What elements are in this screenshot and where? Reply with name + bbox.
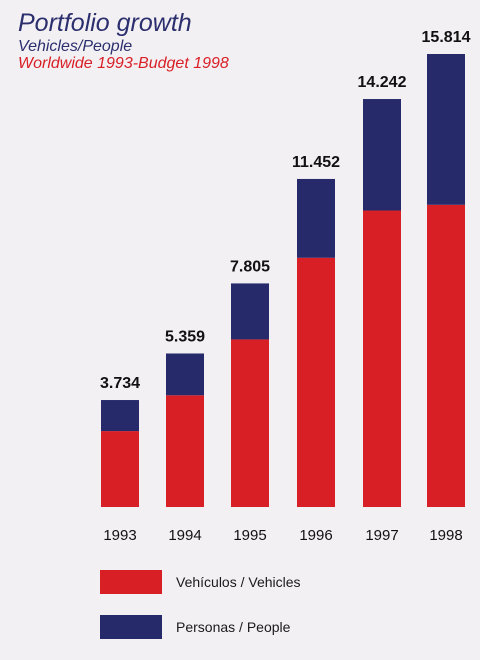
- bar-vehicles-1993: [101, 431, 139, 507]
- total-label-1996: 11.452: [292, 154, 340, 171]
- total-label-1993: 3.734: [100, 375, 140, 392]
- legend-label-vehicles: Vehículos / Vehicles: [176, 574, 301, 590]
- bar-people-1995: [231, 283, 269, 340]
- bar-chart: 3.734 1993 5.359 1994 7.805 1995 11.452 1996 14.…: [100, 29, 471, 544]
- bar-people-1993: [101, 400, 139, 432]
- legend-swatch-people: [100, 615, 162, 639]
- x-tick-label-1997: 1997: [365, 527, 398, 544]
- bar-vehicles-1996: [297, 257, 335, 507]
- total-label-1997: 14.242: [358, 74, 407, 91]
- x-tick-label-1993: 1993: [103, 527, 136, 544]
- chart-subtitle-line-1: Vehicles/People: [18, 38, 133, 55]
- chart-title: Portfolio growth: [18, 9, 192, 37]
- legend-label-people: Personas / People: [176, 619, 291, 635]
- x-tick-label-1996: 1996: [299, 527, 332, 544]
- bar-people-1996: [297, 178, 335, 258]
- legend-item-people: Personas / People: [100, 615, 301, 639]
- legend-swatch-vehicles: [100, 570, 162, 594]
- bar-people-1994: [166, 353, 204, 396]
- bar-people-1998: [427, 54, 465, 205]
- x-tick-label-1995: 1995: [233, 527, 266, 544]
- bar-vehicles-1997: [363, 210, 401, 507]
- total-label-1998: 15.814: [422, 29, 471, 46]
- x-tick-label-1994: 1994: [168, 527, 201, 544]
- bar-vehicles-1998: [427, 204, 465, 508]
- bar-people-1997: [363, 99, 401, 211]
- total-label-1994: 5.359: [165, 328, 205, 345]
- bar-vehicles-1995: [231, 339, 269, 507]
- legend: Vehículos / Vehicles Personas / People: [100, 570, 301, 660]
- title-block: Portfolio growth Vehicles/People Worldwi…: [18, 8, 229, 72]
- bar-vehicles-1994: [166, 395, 204, 507]
- total-label-1995: 7.805: [230, 258, 270, 275]
- legend-item-vehicles: Vehículos / Vehicles: [100, 570, 301, 594]
- x-tick-label-1998: 1998: [429, 527, 462, 544]
- chart-subtitle-line-2: Worldwide 1993-Budget 1998: [18, 55, 229, 72]
